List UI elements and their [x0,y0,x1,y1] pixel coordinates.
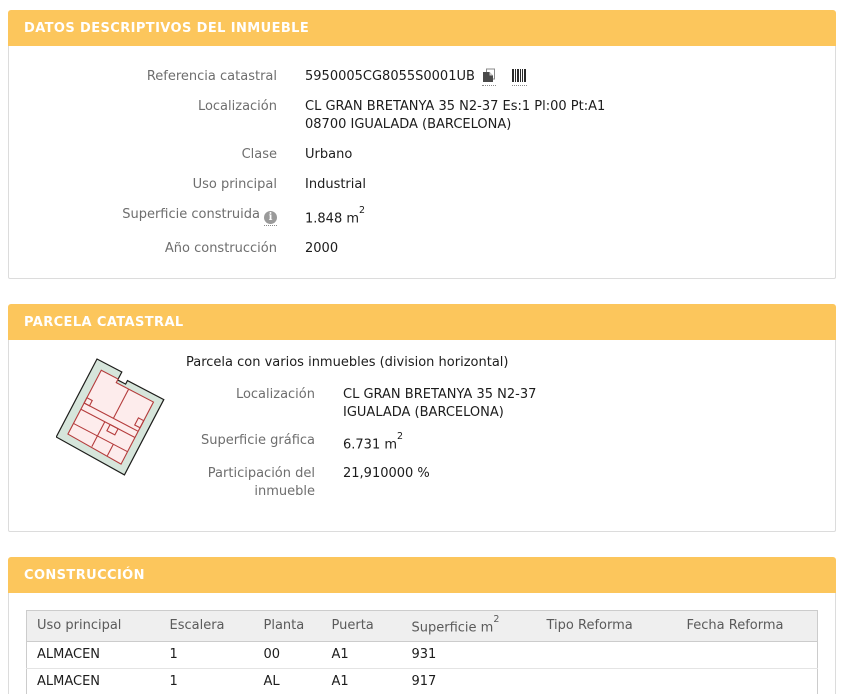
section-body-datos: Referencia catastral 5950005CG8055S0001U… [8,46,836,280]
field-parcel-localizacion: Localización CL GRAN BRETANYA 35 N2-37 I… [186,386,536,422]
referencia-value-group: 5950005CG8055S0001UB [305,68,527,86]
barcode-icon[interactable] [511,69,527,86]
section-construccion: CONSTRUCCIÓN Uso principal Escalera Plan… [8,556,836,694]
cell-escalera: 1 [169,673,178,689]
localizacion-line1: CL GRAN BRETANYA 35 N2-37 Es:1 Pl:00 Pt:… [305,99,606,114]
cell-superficie: 917 [411,673,437,689]
field-anio-construccion: Año construcción 2000 [29,240,815,258]
section-body-parcela: Parcela con varios inmuebles (division h… [8,340,836,532]
parcel-description: Parcela con varios inmuebles (division h… [186,355,509,371]
uso-principal-label: Uso principal [192,177,277,192]
referencia-value: 5950005CG8055S0001UB [305,69,475,84]
cell-planta: 00 [253,641,322,669]
info-icon[interactable]: i [264,211,277,226]
parcel-map-image [55,358,165,477]
cell-puerta: A1 [321,641,402,669]
superficie-grafica-value: 6.731 m2 [343,431,404,453]
col-fecha-reforma: Fecha Reforma [676,610,818,642]
cell-planta: AL [263,673,280,689]
cell-fecha-reforma [676,641,818,669]
copy-document-icon[interactable] [481,68,496,86]
section-title-datos: DATOS DESCRIPTIVOS DEL INMUEBLE [8,10,836,46]
localizacion-label: Localización [197,99,277,114]
section-title-construccion: CONSTRUCCIÓN [8,556,836,593]
localizacion-line2: 08700 IGUALADA (BARCELONA) [305,117,512,132]
section-parcela-catastral: PARCELA CATASTRAL [8,304,836,532]
parcel-localizacion-line2: IGUALADA (BARCELONA) [343,405,504,421]
section-title-parcela: PARCELA CATASTRAL [8,304,836,341]
field-clase: Clase Urbano [29,146,815,164]
participacion-label: Participación del inmueble [207,465,315,499]
superficie-construida-label-group: Superficie construida i [29,206,277,228]
col-planta: Planta [253,610,322,642]
parcel-localizacion-line1: CL GRAN BRETANYA 35 N2-37 [343,387,537,403]
superficie-grafica-label: Superficie gráfica [200,433,315,449]
cell-uso: ALMACEN [26,641,160,669]
parcel-localizacion-value: CL GRAN BRETANYA 35 N2-37 IGUALADA (BARC… [343,386,536,422]
table-header-row: Uso principal Escalera Planta Puerta Sup… [26,610,818,642]
table-row: ALMACEN 1 00 A1 931 [26,641,818,669]
clase-label: Clase [241,147,277,162]
uso-principal-value: Industrial [305,177,366,192]
referencia-label: Referencia catastral [146,69,277,84]
field-localizacion: Localización CL GRAN BRETANYA 35 N2-37 E… [29,98,815,134]
parcel-sketch[interactable] [55,356,180,510]
parcel-localizacion-label: Localización [235,387,315,403]
superficie-construida-value: 1.848 m2 [305,205,366,227]
superficie-construida-label: Superficie construida [122,207,260,222]
section-body-construccion: Uso principal Escalera Planta Puerta Sup… [8,592,836,694]
cell-puerta: A1 [331,673,349,689]
clase-value: Urbano [305,147,353,162]
field-referencia-catastral: Referencia catastral 5950005CG8055S0001U… [29,68,815,86]
cell-fecha-reforma [677,668,818,694]
localizacion-value: CL GRAN BRETANYA 35 N2-37 Es:1 Pl:00 Pt:… [305,98,605,134]
field-superficie-grafica: Superficie gráfica 6.731 m2 [186,431,536,454]
col-uso-principal: Uso principal [26,610,160,642]
anio-construccion-value: 2000 [305,241,339,257]
col-tipo-reforma: Tipo Reforma [536,610,677,642]
cell-uso: ALMACEN [37,673,101,689]
cell-tipo-reforma [536,641,677,669]
field-participacion: Participación del inmueble 21,910000 % [186,465,536,501]
col-superficie: Superficie m2 [401,610,537,642]
col-escalera: Escalera [159,610,254,642]
parcel-divisions [73,389,145,457]
cell-superficie: 931 [401,641,537,669]
field-superficie-construida: Superficie construida i 1.848 m2 [29,205,815,228]
col-puerta: Puerta [321,610,402,642]
field-uso-principal: Uso principal Industrial [29,176,815,194]
construction-table: Uso principal Escalera Planta Puerta Sup… [26,609,818,694]
cell-escalera: 1 [159,641,254,669]
section-datos-descriptivos: DATOS DESCRIPTIVOS DEL INMUEBLE Referenc… [8,10,836,280]
parcel-details: Parcela con varios inmuebles (division h… [186,354,536,510]
anio-construccion-label: Año construcción [164,241,277,257]
participacion-value: 21,910000 % [343,465,430,481]
cell-tipo-reforma [537,668,677,694]
table-row: ALMACEN 1 AL A1 917 [27,668,818,694]
